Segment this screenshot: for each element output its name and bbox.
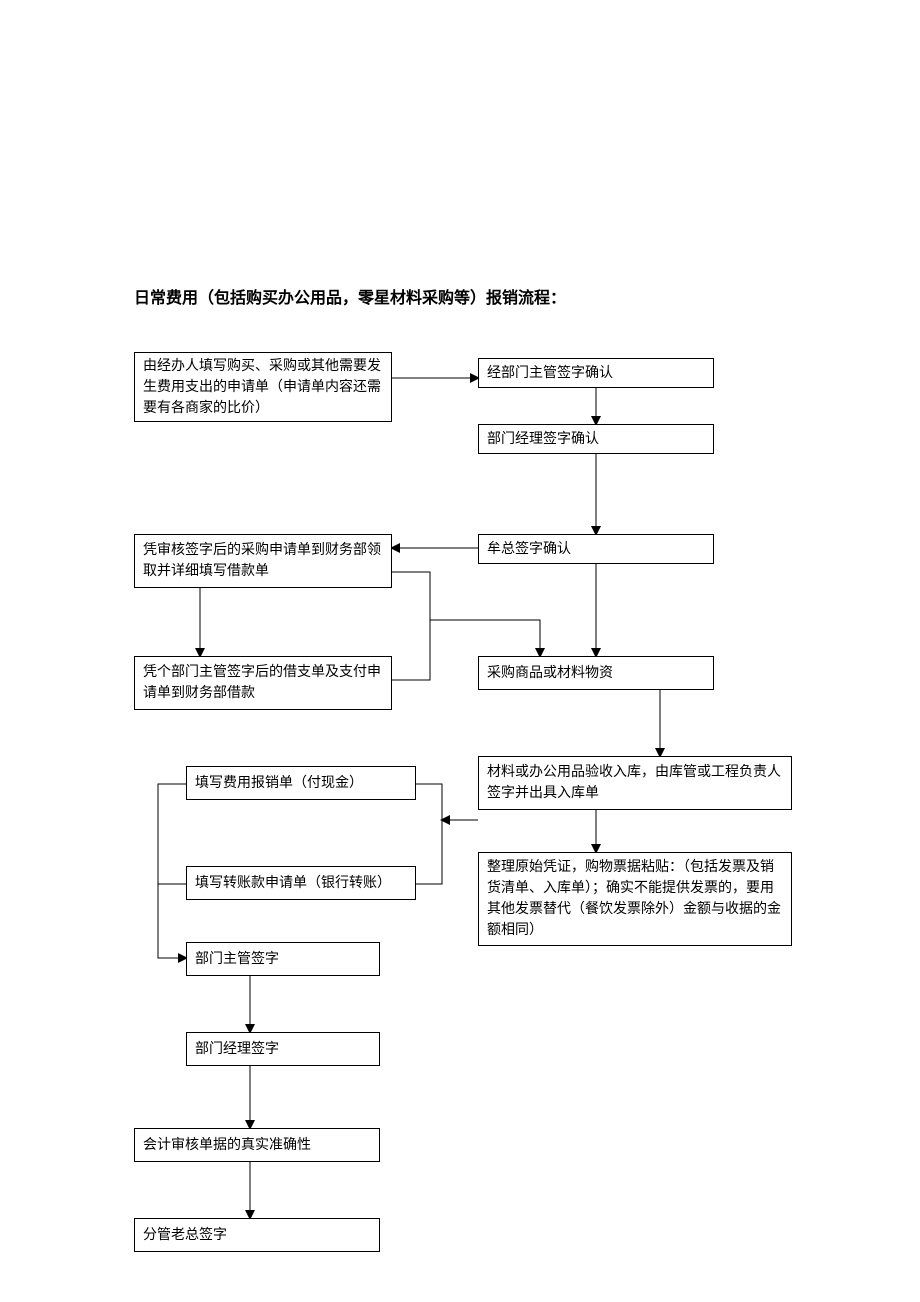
flowchart-node-n11: 填写转账款申请单（银行转账） xyxy=(186,866,416,900)
flowchart-node-n13: 部门经理签字 xyxy=(186,1032,380,1066)
flowchart-node-n14: 会计审核单据的真实准确性 xyxy=(134,1128,380,1162)
flowchart-node-n15: 分管老总签字 xyxy=(134,1218,380,1252)
flowchart-node-n12: 部门主管签字 xyxy=(186,942,380,976)
flowchart-node-n9: 整理原始凭证，购物票据粘贴：（包括发票及销货清单、入库单）；确实不能提供发票的，… xyxy=(478,852,792,946)
flowchart-arrows xyxy=(0,0,920,1302)
flowchart-node-n10: 填写费用报销单（付现金） xyxy=(186,766,416,800)
flowchart-node-n4: 牟总签字确认 xyxy=(478,534,714,564)
flowchart-node-n5: 凭审核签字后的采购申请单到财务部领取并详细填写借款单 xyxy=(134,534,392,588)
flowchart-node-n2: 经部门主管签字确认 xyxy=(478,358,714,388)
flowchart-node-n8: 材料或办公用品验收入库，由库管或工程负责人签字并出具入库单 xyxy=(478,756,792,810)
flowchart-node-n6: 凭个部门主管签字后的借支单及支付申请单到财务部借款 xyxy=(134,656,392,710)
page-title: 日常费用（包括购买办公用品，零星材料采购等）报销流程： xyxy=(134,284,566,308)
flowchart-node-n3: 部门经理签字确认 xyxy=(478,424,714,454)
flowchart-node-n1: 由经办人填写购买、采购或其他需要发生费用支出的申请单（申请单内容还需要有各商家的… xyxy=(134,352,392,422)
flowchart-node-n7: 采购商品或材料物资 xyxy=(478,656,714,690)
